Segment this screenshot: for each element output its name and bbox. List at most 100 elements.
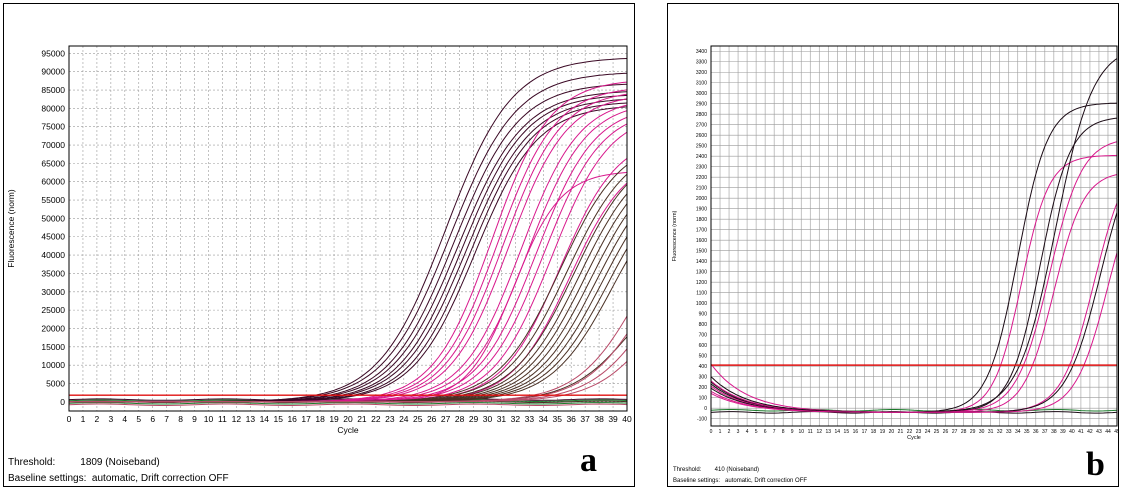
x-tick-label: 17 [301, 414, 311, 424]
x-tick-label: 11 [218, 414, 227, 424]
x-axis-label: Cycle [337, 425, 359, 435]
y-tick-label: 500 [699, 353, 708, 359]
series-group [711, 58, 1117, 414]
baseline-curve [711, 409, 1117, 412]
x-tick-label: 29 [469, 414, 479, 424]
x-tick-label: 12 [816, 429, 822, 435]
panel-label: b [1086, 446, 1105, 483]
y-tick-label: 3300 [696, 59, 707, 65]
plot-area [711, 46, 1117, 426]
x-tick-label: 0 [710, 429, 713, 435]
x-tick-label: 10 [798, 429, 804, 435]
y-tick-label: 30000 [41, 287, 65, 297]
threshold-text: Threshold: 410 (Noiseband) [673, 467, 760, 473]
y-tick-label: 65000 [41, 158, 65, 168]
x-tick-label: 18 [315, 414, 325, 424]
x-tick-label: 22 [371, 414, 381, 424]
x-tick-label: 22 [907, 429, 913, 435]
x-tick-label: 39 [608, 414, 618, 424]
x-tick-label: 11 [808, 429, 813, 435]
x-tick-label: 7 [773, 429, 776, 435]
x-tick-label: 38 [1051, 429, 1057, 435]
x-tick-label: 3 [108, 414, 113, 424]
y-tick-label: 3100 [696, 80, 707, 86]
panel-label: a [580, 442, 597, 479]
y-tick-label: 1400 [696, 259, 707, 265]
plot-border [710, 45, 1118, 427]
y-tick-label: 1800 [696, 217, 707, 223]
y-tick-label: 85000 [41, 85, 65, 95]
x-tick-label: 0 [67, 414, 72, 424]
y-tick-label: 20000 [41, 323, 65, 333]
x-tick-label: 2 [95, 414, 100, 424]
x-tick-label: 7 [164, 414, 169, 424]
x-tick-label: 21 [357, 414, 367, 424]
x-tick-label: 15 [844, 429, 850, 435]
y-tick-label: 5000 [46, 378, 65, 388]
x-tick-label: 20 [343, 414, 353, 424]
x-tick-label: 33 [1006, 429, 1012, 435]
baseline-curve [69, 402, 627, 405]
baseline-curve [69, 403, 627, 406]
x-tick-label: 2 [728, 429, 731, 435]
y-tick-label: 1300 [696, 269, 707, 275]
x-tick-label: 33 [525, 414, 535, 424]
x-tick-label: 25 [934, 429, 940, 435]
x-tick-label: 9 [192, 414, 197, 424]
y-tick-label: 2100 [696, 185, 707, 191]
x-tick-label: 3 [737, 429, 740, 435]
x-tick-label: 13 [826, 429, 832, 435]
y-tick-label: 15000 [41, 342, 65, 352]
x-tick-label: 19 [329, 414, 339, 424]
y-tick-label: 2500 [696, 143, 707, 149]
y-tick-label: 90000 [41, 67, 65, 77]
x-tick-label: 16 [853, 429, 859, 435]
y-tick-label: 50000 [41, 213, 65, 223]
x-tick-label: 34 [539, 414, 549, 424]
x-tick-label: 4 [122, 414, 127, 424]
y-tick-label: 0 [704, 406, 707, 412]
x-tick-label: 39 [1060, 429, 1066, 435]
x-axis-label: Cycle [907, 435, 921, 441]
y-tick-label: 45000 [41, 232, 65, 242]
x-tick-label: 37 [580, 414, 590, 424]
x-tick-label: 20 [889, 429, 895, 435]
x-tick-label: 14 [835, 429, 841, 435]
threshold-text: Threshold: 1809 (Noiseband) [8, 457, 160, 468]
x-tick-label: 44 [1105, 429, 1111, 435]
x-tick-label: 23 [916, 429, 922, 435]
y-tick-label: 10000 [41, 360, 65, 370]
x-tick-label: 35 [553, 414, 563, 424]
x-tick-label: 19 [880, 429, 886, 435]
baseline-settings-text: Baseline settings: automatic, Drift corr… [8, 473, 229, 484]
y-tick-label: 2000 [696, 196, 707, 202]
x-tick-label: 28 [961, 429, 967, 435]
x-tick-label: 16 [287, 414, 297, 424]
x-tick-label: 13 [246, 414, 256, 424]
x-tick-label: 8 [782, 429, 785, 435]
y-tick-label: 80000 [41, 103, 65, 113]
y-tick-label: 60000 [41, 177, 65, 187]
x-tick-label: 15 [274, 414, 284, 424]
y-tick-label: 200 [699, 385, 708, 391]
y-tick-label: 700 [699, 332, 708, 338]
x-tick-label: 32 [511, 414, 521, 424]
x-tick-label: 27 [441, 414, 451, 424]
y-tick-label: 0 [60, 397, 65, 407]
x-tick-label: 30 [979, 429, 985, 435]
x-tick-label: 1 [81, 414, 86, 424]
x-tick-label: 5 [755, 429, 758, 435]
y-tick-label: 2700 [696, 122, 707, 128]
baseline-curve [69, 398, 627, 401]
amplification-curve [69, 361, 627, 403]
x-tick-label: 38 [594, 414, 604, 424]
x-tick-label: 28 [455, 414, 465, 424]
amplification-curve [711, 252, 1117, 413]
x-tick-label: 30 [483, 414, 493, 424]
y-tick-label: 3000 [696, 91, 707, 97]
y-axis-label: Fluorescence (norm) [6, 189, 16, 268]
x-tick-label: 37 [1042, 429, 1048, 435]
x-tick-label: 1 [719, 429, 722, 435]
x-tick-label: 26 [943, 429, 949, 435]
y-tick-label: 400 [699, 364, 708, 370]
